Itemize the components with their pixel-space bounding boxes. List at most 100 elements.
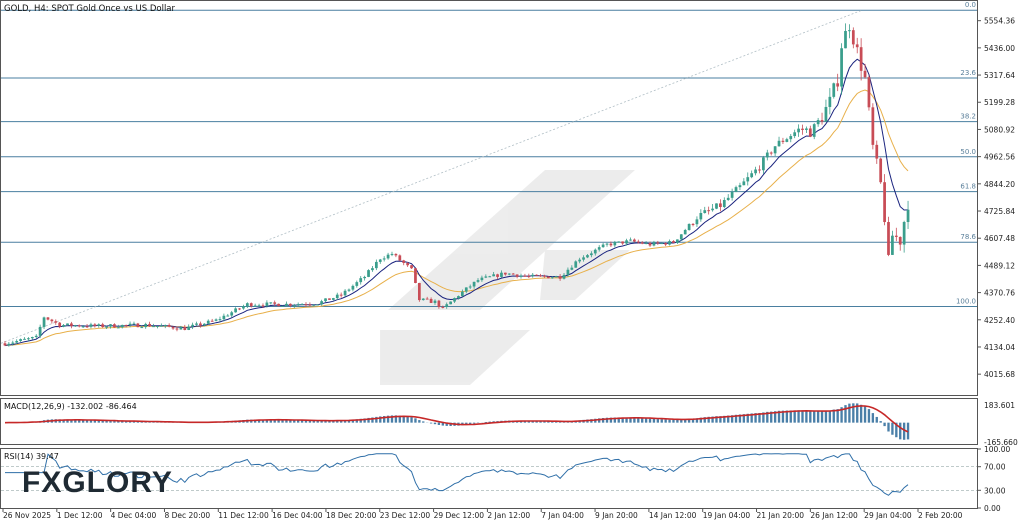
candle-body <box>42 317 46 327</box>
candle-body <box>527 276 531 278</box>
candle-body <box>335 294 339 299</box>
candle-body <box>480 277 484 281</box>
fib-trend-line <box>0 9 863 344</box>
candle-body <box>120 324 124 328</box>
candle-body <box>773 146 777 154</box>
price-tick-label: 5317.64 <box>984 71 1015 80</box>
candle-body <box>89 324 93 327</box>
watermark-logo <box>380 170 635 385</box>
candle-body <box>695 219 699 225</box>
candle-body <box>711 208 714 211</box>
time-tick-label: 29 Jan 04:00 <box>864 511 912 520</box>
time-tick-label: 2 Feb 20:00 <box>918 511 963 520</box>
candle-body <box>660 243 664 245</box>
candle-body <box>156 326 159 328</box>
main-pane-border <box>0 0 978 396</box>
time-tick-label: 2 Jan 12:00 <box>487 511 530 520</box>
candle-body <box>273 302 277 304</box>
fib-level-label: 38.2 <box>960 113 976 121</box>
candle-body <box>582 257 585 260</box>
price-tick-label: 4962.56 <box>984 153 1015 162</box>
candle-body <box>507 273 511 275</box>
candle-body <box>840 48 843 87</box>
moving-averages <box>4 58 909 346</box>
candle-body <box>234 308 237 313</box>
candle-body <box>586 255 589 258</box>
candle-body <box>734 187 738 192</box>
fast-ma-line <box>4 58 909 346</box>
candle-body <box>93 324 97 326</box>
candle-body <box>136 323 140 328</box>
candle-body <box>578 259 582 262</box>
candle-body <box>374 261 378 269</box>
candle-body <box>460 291 464 297</box>
fib-level-label: 61.8 <box>960 183 976 191</box>
time-tick-label: 1 Dec 12:00 <box>57 511 103 520</box>
candle-body <box>386 254 390 259</box>
fib-level-label: 0.0 <box>965 1 976 9</box>
candle-body <box>11 342 15 344</box>
candle-body <box>7 343 11 346</box>
candle-body <box>605 243 609 245</box>
candle-body <box>421 298 425 301</box>
candle-body <box>476 280 480 282</box>
candle-body <box>30 337 34 339</box>
candle-body <box>355 282 359 286</box>
price-tick-label: 5436.00 <box>984 44 1015 53</box>
candle-body <box>629 239 632 241</box>
candle-body <box>304 304 308 306</box>
candle-body <box>777 140 781 147</box>
candle-body <box>597 247 601 250</box>
candle-body <box>683 229 687 235</box>
candle-body <box>488 276 492 278</box>
candle-body <box>58 322 62 327</box>
candle-body <box>230 312 234 316</box>
candle-body <box>492 274 496 277</box>
price-tick-label: 4607.48 <box>984 234 1015 243</box>
time-tick-label: 21 Jan 20:00 <box>757 511 805 520</box>
candle-body <box>245 303 249 307</box>
macd-tick-label: 183.601 <box>984 401 1015 410</box>
candle-body <box>816 120 820 125</box>
candle-body <box>148 323 151 327</box>
candle-body <box>590 253 593 256</box>
rsi-label: RSI(14) 39.47 <box>4 452 59 461</box>
candle-body <box>261 305 265 307</box>
candle-body <box>109 324 112 327</box>
time-tick-label: 7 Jan 04:00 <box>541 511 584 520</box>
candle-body <box>863 70 867 78</box>
candle-body <box>292 305 296 307</box>
candle-body <box>343 290 347 296</box>
rsi-pane: 100.00 70.00 30.00 0.00 <box>1 445 1010 513</box>
candle-body <box>738 185 742 188</box>
candle-body <box>664 243 668 245</box>
candle-body <box>316 304 320 306</box>
candle-body <box>703 210 707 213</box>
price-tick-label: 4252.40 <box>984 316 1015 325</box>
candle-body <box>879 158 883 183</box>
candle-body <box>15 340 19 343</box>
candle-body <box>621 241 625 244</box>
candle-body <box>805 128 808 130</box>
candle-body <box>406 262 409 266</box>
candle-body <box>848 30 851 32</box>
candle-body <box>226 315 230 317</box>
candle-body <box>269 302 273 304</box>
time-tick-label: 26 Jan 12:00 <box>810 511 858 520</box>
candle-body <box>77 325 81 327</box>
candle-body <box>378 259 382 262</box>
macd-label: MACD(12,26,9) -132.002 -86.464 <box>4 402 137 411</box>
rsi-tick-label: 70.00 <box>984 463 1006 472</box>
candle-body <box>331 298 335 300</box>
candle-body <box>359 278 363 283</box>
candle-body <box>339 294 343 296</box>
candle-body <box>320 301 323 305</box>
brand-logo: FXGLORY <box>22 466 173 499</box>
candle-body <box>562 274 566 279</box>
candle-body <box>281 305 284 307</box>
candle-body <box>566 269 570 275</box>
price-axis: 5554.36 5436.00 5317.64 5199.28 5080.92 4962.… <box>977 17 1015 379</box>
rsi-tick-label: 30.00 <box>984 486 1006 495</box>
candle-body <box>300 304 304 306</box>
candle-body <box>367 270 370 277</box>
